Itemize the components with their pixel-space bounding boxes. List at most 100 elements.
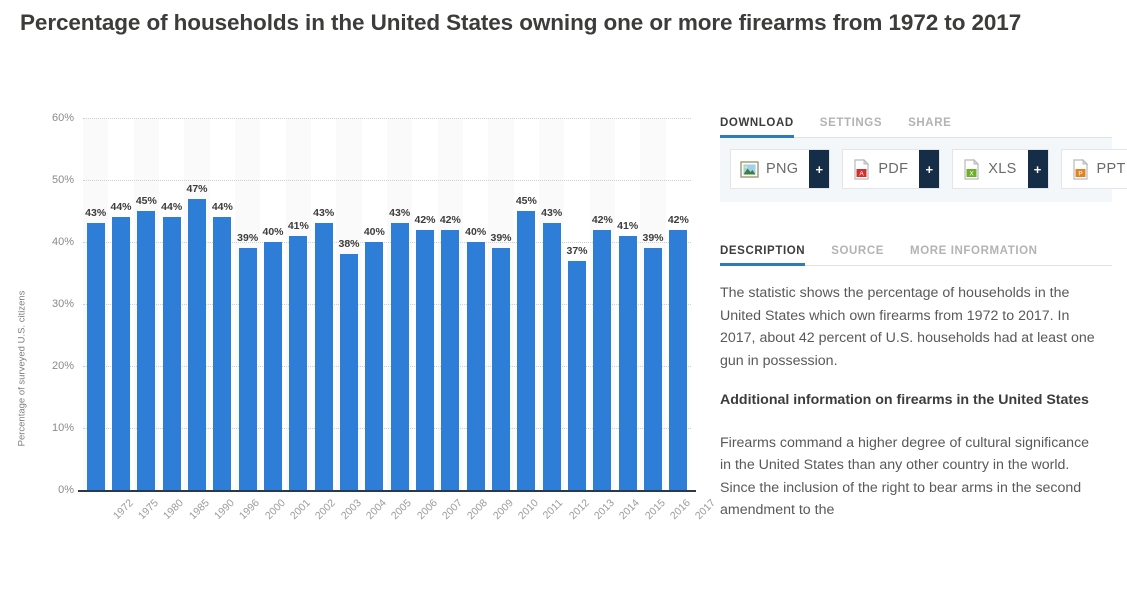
bar[interactable] xyxy=(162,217,181,490)
page-title: Percentage of households in the United S… xyxy=(20,10,1022,35)
download-xls-main[interactable]: X XLS xyxy=(953,150,1027,188)
bar[interactable] xyxy=(213,217,232,490)
bar[interactable] xyxy=(643,248,663,490)
bar-value-label: 38% xyxy=(338,238,360,251)
bar[interactable] xyxy=(441,229,460,490)
x-axis-tick-label: 2002 xyxy=(313,497,339,523)
x-axis-tick-label: 2009 xyxy=(490,497,516,523)
download-png-expand-button[interactable]: + xyxy=(809,150,830,188)
bar-value-label: 47% xyxy=(186,182,208,195)
chart-container: Percentage of surveyed U.S. citizens 0% 1… xyxy=(0,105,719,557)
x-axis-tick-label: 1972 xyxy=(110,497,136,523)
download-pdf-expand-button[interactable]: + xyxy=(919,150,940,188)
bar[interactable] xyxy=(289,235,308,490)
x-axis-tick-label: 1990 xyxy=(211,497,237,523)
bar[interactable] xyxy=(593,229,612,490)
bar[interactable] xyxy=(339,254,359,490)
bar-value-label: 39% xyxy=(490,232,512,245)
bar[interactable] xyxy=(111,217,131,490)
bar-value-label: 40% xyxy=(465,226,487,238)
bar-value-label: 45% xyxy=(515,195,537,207)
bar[interactable] xyxy=(466,242,485,490)
download-png-label: PNG xyxy=(766,161,799,177)
y-axis-ticks: 0% 10% 20% 30% 40% 50% 60% xyxy=(0,112,74,496)
download-ppt-main[interactable]: P PPT xyxy=(1062,150,1127,188)
bar-value-label: 39% xyxy=(642,232,664,245)
x-axis-tick-label: 2013 xyxy=(591,497,617,523)
bar-value-label: 42% xyxy=(667,213,689,226)
bar[interactable] xyxy=(187,198,207,490)
bar[interactable] xyxy=(491,248,511,490)
download-png-button[interactable]: PNG + xyxy=(730,149,831,189)
bar-value-label: 44% xyxy=(161,201,183,214)
bar-value-label: 43% xyxy=(541,207,563,220)
bar[interactable] xyxy=(517,211,536,490)
tab-share[interactable]: SHARE xyxy=(908,117,952,129)
download-xls-button[interactable]: X XLS + xyxy=(952,149,1049,189)
bar[interactable] xyxy=(669,229,688,490)
svg-text:X: X xyxy=(970,170,975,177)
x-axis-tick-label: 2006 xyxy=(414,497,440,523)
tab-download[interactable]: DOWNLOAD xyxy=(720,117,794,138)
xls-file-icon: X xyxy=(962,158,981,180)
description-paragraph-2: Firearms command a higher degree of cult… xyxy=(720,434,1090,519)
y-axis-tick-label: 60% xyxy=(51,112,74,124)
bar[interactable] xyxy=(137,211,156,490)
bar-value-label: 40% xyxy=(262,226,284,238)
tab-more-information[interactable]: MORE INFORMATION xyxy=(910,245,1038,257)
tab-description[interactable]: DESCRIPTION xyxy=(720,245,806,266)
svg-text:A: A xyxy=(860,170,865,177)
y-axis-tick-label: 30% xyxy=(51,298,74,310)
x-axis-tick-label: 2011 xyxy=(540,497,566,522)
x-axis-labels-layer: 1972 1975 1980 1985 1990 1996 2000 2001 2002 2003… xyxy=(83,497,718,557)
bar-value-label: 39% xyxy=(237,232,259,245)
download-pdf-button[interactable]: A PDF + xyxy=(842,149,941,189)
download-ppt-label: PPT xyxy=(1096,161,1126,177)
download-pdf-main[interactable]: A PDF xyxy=(843,150,919,188)
x-axis-tick-label: 1980 xyxy=(161,497,187,523)
bar[interactable] xyxy=(567,260,587,490)
bar[interactable] xyxy=(238,248,257,490)
bar-value-label: 37% xyxy=(566,244,588,257)
tab-settings[interactable]: SETTINGS xyxy=(819,117,883,129)
download-xls-expand-button[interactable]: + xyxy=(1027,150,1048,188)
download-png-main[interactable]: PNG xyxy=(731,150,809,188)
bar[interactable] xyxy=(365,242,384,490)
x-axis-tick-label: 2000 xyxy=(262,497,288,523)
pdf-file-icon: A xyxy=(852,158,871,180)
bar[interactable] xyxy=(542,223,561,490)
bar[interactable] xyxy=(314,223,333,490)
x-axis-line xyxy=(78,490,696,492)
bar[interactable] xyxy=(86,223,105,490)
x-axis-tick-label: 2003 xyxy=(338,497,364,523)
x-axis-tick-label: 2017 xyxy=(693,497,719,523)
bar[interactable] xyxy=(390,223,409,490)
x-axis-tick-label: 2014 xyxy=(617,497,643,523)
bar-value-label: 42% xyxy=(439,213,461,226)
x-axis-tick-label: 2008 xyxy=(465,497,491,523)
download-xls-label: XLS xyxy=(988,161,1017,177)
x-axis-tick-label: 2012 xyxy=(566,497,592,523)
action-tabbar: DOWNLOAD SETTINGS SHARE xyxy=(720,108,1112,138)
bar-value-label: 41% xyxy=(287,219,309,232)
bar-value-label: 44% xyxy=(110,201,132,214)
bar[interactable] xyxy=(263,242,283,490)
tab-source[interactable]: SOURCE xyxy=(831,245,885,257)
bar-value-label: 41% xyxy=(617,219,639,232)
bar-value-label: 42% xyxy=(414,213,436,226)
gridline xyxy=(83,366,691,367)
x-axis-tick-label: 2007 xyxy=(439,497,465,523)
description-paragraph-1: The statistic shows the percentage of ho… xyxy=(720,285,1095,369)
ppt-file-icon: P xyxy=(1071,158,1090,180)
gridline xyxy=(83,304,691,305)
image-file-icon xyxy=(740,159,759,180)
x-axis-tick-label: 1975 xyxy=(135,497,161,523)
bar[interactable] xyxy=(415,229,435,490)
x-axis-tick-label: 2005 xyxy=(389,497,415,523)
bar-value-label: 45% xyxy=(135,195,157,207)
bars-layer xyxy=(83,118,691,490)
bar[interactable] xyxy=(618,235,637,490)
bar-value-label: 43% xyxy=(389,207,411,220)
